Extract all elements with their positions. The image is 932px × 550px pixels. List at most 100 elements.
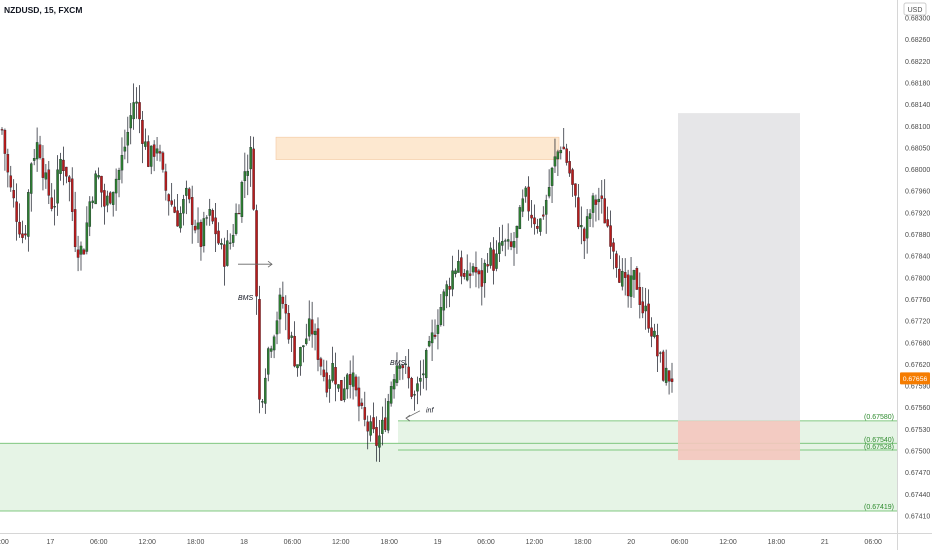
- candle-body: [85, 222, 89, 252]
- candle-body: [103, 190, 106, 207]
- candle-body: [278, 294, 282, 320]
- price-tick-label: 0.67800: [905, 275, 930, 282]
- candle-body: [369, 421, 372, 436]
- candle-body: [196, 222, 200, 230]
- price-tick-label: 0.67840: [905, 254, 930, 261]
- candle-body: [91, 200, 94, 203]
- candle-body: [410, 378, 413, 397]
- candle-body: [562, 146, 565, 150]
- position-target-box[interactable]: [678, 113, 800, 421]
- candle-body: [518, 207, 522, 229]
- demand-zone-narrow[interactable]: [398, 420, 897, 450]
- candle-body: [600, 195, 604, 199]
- candle-body: [167, 194, 171, 202]
- candle-body: [73, 209, 77, 248]
- candle-body: [53, 206, 56, 208]
- price-tick-label: 0.67960: [905, 189, 930, 196]
- candle-body: [208, 209, 211, 216]
- price-tick-label: 0.67680: [905, 340, 930, 347]
- candle-body: [603, 198, 606, 224]
- candle-body: [138, 102, 141, 120]
- candle-body: [252, 148, 255, 210]
- candle-body: [129, 115, 132, 129]
- zone-label-0.67528: (0.67528): [864, 444, 894, 451]
- price-tick-label: 0.68180: [905, 80, 930, 87]
- candle-body: [211, 210, 214, 222]
- zone-label-0.67419: (0.67419): [864, 504, 894, 511]
- candle-body: [384, 417, 387, 430]
- candle-body: [635, 268, 639, 290]
- candle-body: [109, 192, 112, 204]
- price-tick-label: 0.67920: [905, 210, 930, 217]
- time-tick-label: 06:00: [864, 539, 882, 546]
- candle-body: [6, 154, 10, 173]
- time-tick-label: 18:00: [380, 539, 398, 546]
- candle-body: [389, 386, 393, 404]
- price-tick-label: 0.67470: [905, 470, 930, 477]
- candle-body: [381, 419, 384, 434]
- candle-body: [117, 169, 121, 180]
- currency-badge[interactable]: [903, 2, 927, 16]
- candle-body: [392, 379, 396, 390]
- candle-body: [354, 376, 358, 391]
- position-stop-box[interactable]: [678, 420, 800, 461]
- supply-zone[interactable]: [275, 136, 560, 160]
- candle-body: [521, 198, 525, 212]
- candle-body: [123, 146, 127, 152]
- candle-body: [357, 387, 361, 407]
- candle-body: [386, 401, 390, 431]
- candle-body: [477, 270, 481, 275]
- time-tick-label: 12:00: [332, 539, 350, 546]
- candle-body: [480, 270, 484, 287]
- candle-body: [275, 320, 279, 335]
- candle-body: [419, 377, 422, 382]
- candle-body: [582, 228, 586, 242]
- candle-body: [416, 383, 419, 392]
- candle-body: [372, 417, 375, 430]
- current-price-badge: [900, 372, 930, 385]
- candle-body: [501, 241, 504, 246]
- candle-body: [293, 335, 296, 367]
- candle-body: [135, 101, 138, 104]
- candle-body: [220, 243, 223, 245]
- time-axis[interactable]: 8:00 17 06:00 12:00 18:00 18 06:00 12:00 18:00 19…: [0, 539, 882, 546]
- candle-body: [337, 384, 340, 389]
- candle-body: [597, 198, 601, 203]
- candle-body: [544, 199, 548, 215]
- inf-arrow: [405, 410, 421, 419]
- candle-body: [424, 350, 428, 379]
- candle-body: [328, 379, 331, 389]
- candle-body: [644, 305, 647, 312]
- candle-body: [12, 189, 15, 199]
- candle-body: [193, 225, 197, 231]
- candle-body: [100, 175, 103, 193]
- candle-body: [217, 230, 220, 244]
- time-tick-label: 12:00: [526, 539, 544, 546]
- candle-body: [287, 313, 290, 340]
- candle-body: [629, 275, 633, 297]
- candle-body: [237, 213, 241, 215]
- candle-body: [187, 188, 191, 200]
- candle-body: [340, 380, 343, 401]
- candle-body: [618, 268, 621, 283]
- candle-body: [319, 358, 323, 367]
- candle-body: [395, 365, 399, 383]
- candle-body: [284, 304, 288, 314]
- candle-body: [343, 388, 346, 401]
- candle-body: [647, 303, 650, 329]
- candle-body: [199, 221, 203, 247]
- price-tick-label: 0.67440: [905, 492, 930, 499]
- candle-body: [650, 327, 653, 337]
- candle-body: [448, 285, 451, 290]
- candle-body: [553, 156, 557, 167]
- candle-body: [18, 221, 21, 235]
- candle-body: [111, 191, 115, 205]
- price-tick-label: 0.68220: [905, 59, 930, 66]
- candle-body: [345, 374, 349, 390]
- candle-body: [331, 363, 334, 381]
- price-axis[interactable]: 0.68300 0.68260 0.68220 0.68180 0.68140 0.681…: [905, 16, 930, 521]
- candle-body: [422, 373, 425, 376]
- candle-body: [398, 365, 402, 369]
- candle-body: [106, 195, 109, 206]
